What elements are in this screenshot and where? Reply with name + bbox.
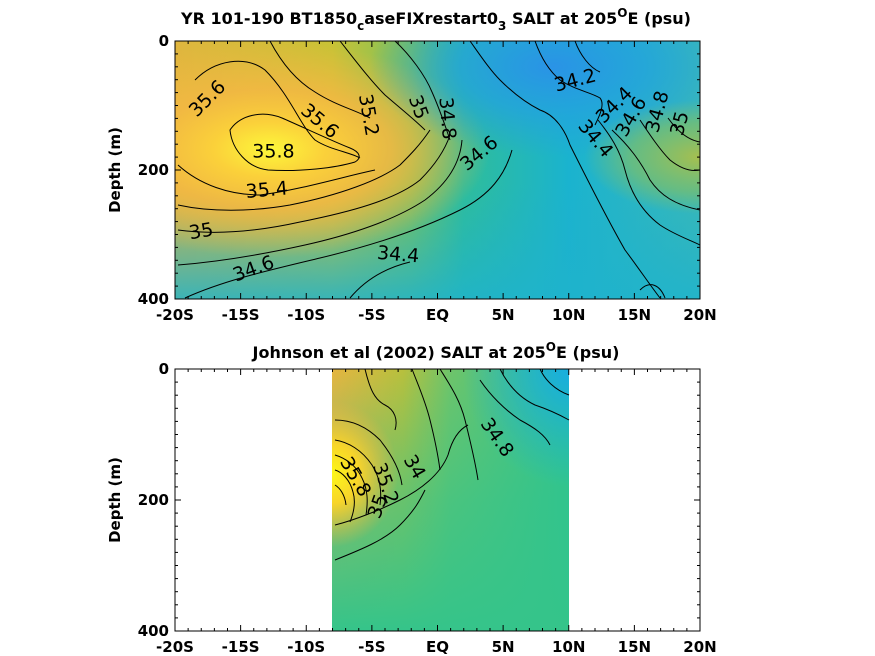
x-tick-label: -5S	[358, 306, 385, 324]
y-axis-label: Depth (m)	[106, 127, 124, 213]
y-axis-label: Depth (m)	[106, 457, 124, 543]
title-part: Johnson et al (2002) SALT at 205	[252, 343, 546, 362]
x-tick-label: -10S	[287, 306, 325, 324]
title-part: E (psu)	[628, 9, 692, 28]
title-part: E (psu)	[556, 343, 620, 362]
title-superscript: O	[546, 340, 556, 354]
observed-data-region	[332, 369, 569, 631]
y-axis: 0 200 400	[138, 360, 700, 640]
contour-lines	[177, 41, 700, 299]
x-tick-label: 10N	[552, 306, 585, 324]
panel-2-field	[175, 369, 700, 631]
x-tick-label: 10N	[552, 638, 585, 656]
contour-label: 35.8	[252, 140, 294, 162]
observed-salinity-panel: Johnson et al (2002) SALT at 205OE (psu)	[106, 340, 717, 656]
x-tick-label: 5N	[492, 638, 515, 656]
x-tick-label: 20N	[683, 306, 716, 324]
x-tick-label: -15S	[222, 638, 260, 656]
x-tick-label: 20N	[683, 638, 716, 656]
contour-label: 35	[187, 218, 215, 244]
contour-label: 34.8	[434, 96, 460, 140]
panel-1-field	[175, 41, 700, 299]
x-tick-label: 5N	[492, 306, 515, 324]
x-axis: -20S -15S -10S -5S EQ 5N 10N 15N 20N	[156, 41, 717, 324]
x-tick-label: -15S	[222, 306, 260, 324]
x-tick-label: -5S	[358, 638, 385, 656]
title-subscript: 3	[498, 19, 506, 33]
title-superscript: O	[617, 6, 627, 20]
x-tick-label: 15N	[618, 638, 651, 656]
contour-lines	[334, 369, 570, 561]
y-tick-label: 400	[138, 290, 169, 308]
y-tick-label: 0	[159, 32, 169, 50]
panel-1-title: YR 101-190 BT1850caseFIXrestart03 SALT a…	[180, 6, 691, 33]
model-salinity-panel: YR 101-190 BT1850caseFIXrestart03 SALT a…	[106, 6, 717, 324]
title-part: SALT at 205	[506, 9, 617, 28]
x-tick-label: EQ	[426, 306, 449, 324]
x-tick-label: -10S	[287, 638, 325, 656]
x-tick-label: -20S	[156, 638, 194, 656]
y-tick-label: 200	[138, 161, 169, 179]
panel-2-title: Johnson et al (2002) SALT at 205OE (psu)	[252, 340, 620, 362]
x-tick-label: 15N	[618, 306, 651, 324]
y-tick-label: 200	[138, 491, 169, 509]
title-subscript: c	[357, 19, 364, 33]
contour-label: 34.4	[376, 242, 420, 268]
y-tick-label: 0	[159, 360, 169, 378]
x-axis: -20S -15S -10S -5S EQ 5N 10N 15N 20N	[156, 369, 717, 656]
x-tick-label: EQ	[426, 638, 449, 656]
title-part: aseFIXrestart0	[364, 9, 498, 28]
y-tick-label: 400	[138, 622, 169, 640]
x-tick-label: -20S	[156, 306, 194, 324]
y-axis: 0 200 400	[138, 32, 700, 308]
title-part: YR 101-190 BT1850	[180, 9, 357, 28]
contour-label: 35.4	[245, 177, 289, 203]
